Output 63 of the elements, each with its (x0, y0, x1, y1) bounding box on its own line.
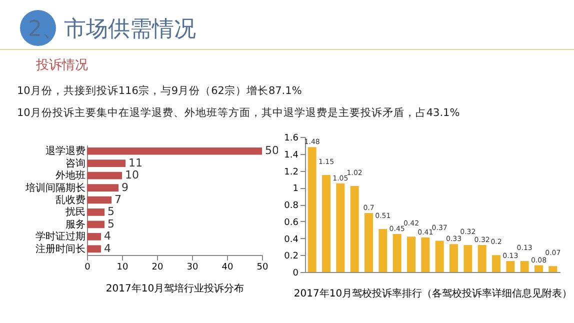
bar (87, 184, 118, 192)
x-axis-title: 2017年10月驾培行业投诉分布 (106, 282, 244, 294)
y-tick-label: 服务 (66, 218, 86, 230)
data-label: 4 (104, 230, 111, 243)
y-tick-label: 0.2 (284, 252, 298, 262)
data-label: 5 (108, 205, 114, 218)
bar (506, 261, 515, 272)
text: 10月份，共接到投诉116宗，与9月份（62宗）增长87.1% (17, 84, 302, 98)
data-label: 5 (108, 217, 114, 230)
y-tick-label: 学时证过期 (36, 230, 86, 243)
bar (87, 147, 262, 155)
bar (392, 234, 402, 272)
bar (322, 174, 330, 272)
y-tick-label: 0.6 (284, 218, 299, 228)
data-label: 9 (122, 180, 128, 194)
y-tick-label: 退学退费 (46, 145, 86, 158)
text: 10月份投诉主要集中在退学退费、外地班等方面，其中退学退费是主要投诉矛盾，占43.1% (17, 106, 460, 120)
bar (520, 261, 529, 272)
bar (378, 228, 388, 272)
y-tick-label: 注册时间长 (36, 242, 86, 255)
y-tick-label: 1.2 (284, 167, 298, 178)
y-tick-label: 扰民 (64, 206, 86, 218)
data-label: 7 (114, 193, 122, 206)
bar (87, 208, 104, 216)
y-tick-label: 乱收费 (56, 194, 86, 206)
x-tick-label: 20 (152, 262, 164, 272)
bar (421, 237, 430, 272)
bar (87, 196, 112, 204)
x-tick-label: 10 (116, 262, 128, 272)
bar (308, 147, 316, 272)
bar (450, 244, 458, 272)
bar (407, 236, 416, 272)
bar (350, 186, 359, 272)
bar (435, 240, 444, 272)
y-tick-label: 1.4 (284, 150, 299, 160)
data-label: 4 (104, 242, 111, 255)
bar (492, 255, 500, 272)
bar (87, 160, 126, 167)
data-label: 11 (128, 156, 142, 170)
bar (87, 233, 101, 240)
x-axis-title: 2017年10月驾校投诉率排行（各驾校投诉率详细信息见附表） (294, 288, 572, 300)
y-tick-label: 1.6 (284, 134, 299, 144)
y-tick-label: 外地班 (56, 170, 86, 182)
bar (364, 212, 373, 272)
bar (87, 220, 104, 228)
bar (548, 266, 558, 272)
y-tick-label: 0.8 (284, 201, 299, 211)
bar (336, 183, 345, 272)
y-tick-label: 0.4 (284, 234, 299, 245)
y-tick-label: 培训间隔期长 (24, 182, 86, 194)
x-tick-label: 30 (186, 262, 198, 272)
chart-subtitle: 投诉情况 (36, 57, 88, 74)
bar (478, 245, 486, 272)
y-tick-label: 1 (292, 184, 298, 194)
bar (464, 245, 472, 272)
bar (87, 172, 122, 180)
y-tick-label: 咨询 (66, 157, 86, 170)
data-label: 50 (265, 144, 279, 158)
x-tick-label: 40 (222, 262, 234, 272)
bar (534, 265, 543, 272)
data-label: 10 (125, 168, 139, 182)
bar (87, 245, 101, 253)
x-tick-label: 50 (256, 262, 268, 272)
